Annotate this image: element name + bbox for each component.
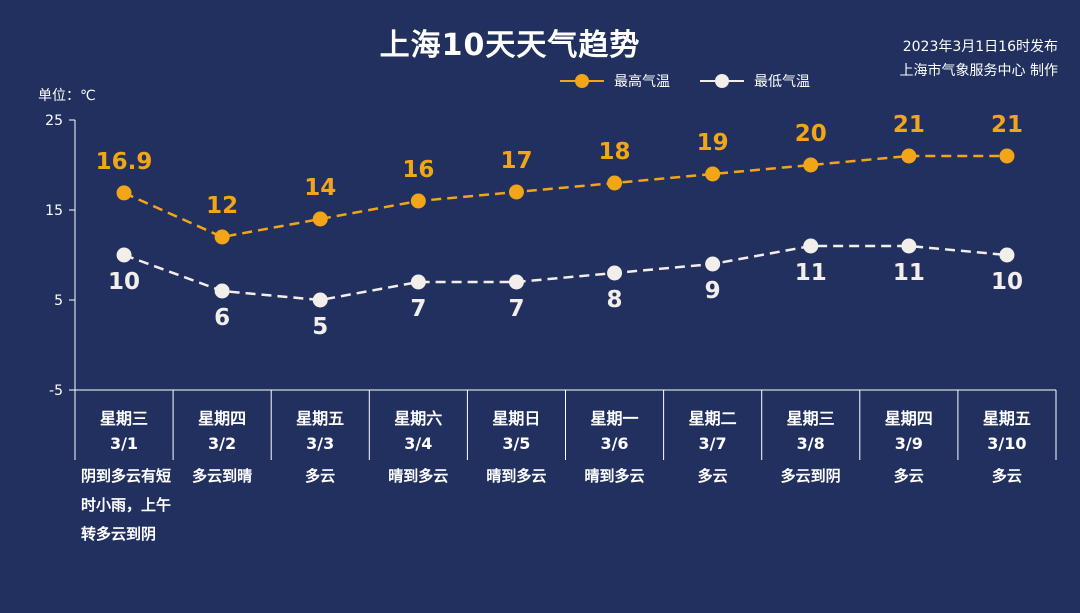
low-temp-point bbox=[901, 238, 917, 254]
weekday-label: 星期五 bbox=[296, 409, 345, 428]
weather-description: 多云 bbox=[991, 467, 1022, 485]
legend-item-high[interactable]: 最高气温 bbox=[560, 71, 670, 91]
legend-label-low: 最低气温 bbox=[754, 74, 810, 90]
date-label: 3/1 bbox=[109, 434, 139, 453]
legend: 最高气温 最低气温 bbox=[560, 70, 840, 92]
high-temp-line bbox=[123, 154, 1007, 239]
weather-description: 晴到多云 bbox=[388, 467, 449, 485]
weather-description: 多云 bbox=[697, 467, 728, 485]
weather-description: 多云 bbox=[893, 467, 924, 485]
high-temp-point bbox=[508, 184, 524, 200]
high-temp-point bbox=[901, 148, 917, 164]
legend-marker-high bbox=[560, 73, 604, 89]
low-temp-point bbox=[803, 238, 819, 254]
high-temp-point bbox=[803, 157, 819, 173]
date-label: 3/9 bbox=[894, 434, 923, 453]
high-temp-point bbox=[312, 211, 328, 227]
weekday-label: 星期三 bbox=[786, 409, 835, 428]
weekday-label: 星期一 bbox=[590, 409, 639, 428]
high-temp-point bbox=[705, 166, 721, 182]
publisher: 上海市气象服务中心 制作 bbox=[899, 63, 1058, 79]
weather-description: 多云到晴 bbox=[192, 467, 253, 485]
weather-description: 晴到多云 bbox=[584, 467, 645, 485]
weekday-label: 星期五 bbox=[982, 409, 1031, 428]
low-temp-label: 5 bbox=[312, 314, 328, 340]
y-tick-label: 25 bbox=[45, 113, 63, 129]
low-temp-point bbox=[116, 247, 132, 263]
low-temp-point bbox=[508, 274, 524, 290]
low-temp-label: 8 bbox=[607, 287, 623, 313]
high-temp-point bbox=[410, 193, 426, 209]
high-temp-point bbox=[116, 185, 132, 201]
high-temp-label: 16 bbox=[402, 157, 434, 183]
high-temp-label: 19 bbox=[697, 130, 729, 156]
high-temp-point bbox=[999, 148, 1015, 164]
weekday-label: 星期二 bbox=[688, 409, 737, 428]
low-temp-label: 10 bbox=[991, 269, 1023, 295]
low-temp-label: 7 bbox=[508, 296, 524, 322]
y-tick-label: 15 bbox=[45, 203, 63, 219]
date-label: 3/3 bbox=[306, 434, 335, 453]
date-label: 3/2 bbox=[208, 434, 237, 453]
y-tick-label: 5 bbox=[54, 293, 63, 309]
legend-marker-low bbox=[700, 73, 744, 89]
low-temp-label: 10 bbox=[108, 269, 140, 295]
y-tick-label: -5 bbox=[49, 383, 63, 399]
date-label: 3/6 bbox=[600, 434, 629, 453]
date-label: 3/7 bbox=[698, 434, 727, 453]
legend-label-high: 最高气温 bbox=[614, 74, 670, 90]
date-label: 3/4 bbox=[404, 434, 433, 453]
weekday-label: 星期四 bbox=[198, 409, 247, 428]
low-temp-point bbox=[999, 247, 1015, 263]
high-temp-point bbox=[214, 229, 230, 245]
high-temp-label: 21 bbox=[991, 112, 1023, 138]
low-temp-label: 11 bbox=[893, 260, 925, 286]
high-temp-label: 16.9 bbox=[96, 149, 153, 175]
high-temp-label: 20 bbox=[795, 121, 827, 147]
high-temp-label: 14 bbox=[304, 175, 336, 201]
weather-description: 多云 bbox=[305, 467, 336, 485]
low-temp-label: 11 bbox=[795, 260, 827, 286]
high-temp-label: 21 bbox=[893, 112, 925, 138]
high-temp-point bbox=[607, 175, 623, 191]
high-temp-label: 18 bbox=[599, 139, 631, 165]
low-temp-label: 6 bbox=[214, 305, 230, 331]
unit-label: 单位：℃ bbox=[38, 88, 96, 104]
high-temp-label: 12 bbox=[206, 193, 238, 219]
low-temp-line bbox=[123, 244, 1008, 302]
high-temp-label: 17 bbox=[500, 148, 532, 174]
chart-title: 上海10天天气趋势 bbox=[379, 28, 641, 63]
publish-time: 2023年3月1日16时发布 bbox=[902, 39, 1058, 55]
low-temp-label: 7 bbox=[410, 296, 426, 322]
weekday-label: 星期日 bbox=[492, 409, 541, 428]
weekday-label: 星期四 bbox=[884, 409, 933, 428]
date-label: 3/8 bbox=[796, 434, 825, 453]
low-temp-point bbox=[410, 274, 426, 290]
low-temp-point bbox=[705, 256, 721, 272]
low-temp-point bbox=[214, 283, 230, 299]
weather-description: 晴到多云 bbox=[486, 467, 547, 485]
date-label: 3/10 bbox=[987, 434, 1027, 453]
weekday-label: 星期三 bbox=[99, 409, 148, 428]
publish-info: 2023年3月1日16时发布 上海市气象服务中心 制作 bbox=[900, 35, 1058, 83]
low-temp-point bbox=[312, 292, 328, 308]
weekday-label: 星期六 bbox=[394, 409, 443, 428]
weather-description: 多云到阴 bbox=[780, 467, 841, 485]
date-label: 3/5 bbox=[502, 434, 531, 453]
weather-description: 阴到多云有短时小雨，上午转多云到阴 bbox=[81, 467, 172, 543]
legend-item-low[interactable]: 最低气温 bbox=[700, 71, 810, 91]
low-temp-point bbox=[607, 265, 623, 281]
low-temp-label: 9 bbox=[705, 278, 721, 304]
